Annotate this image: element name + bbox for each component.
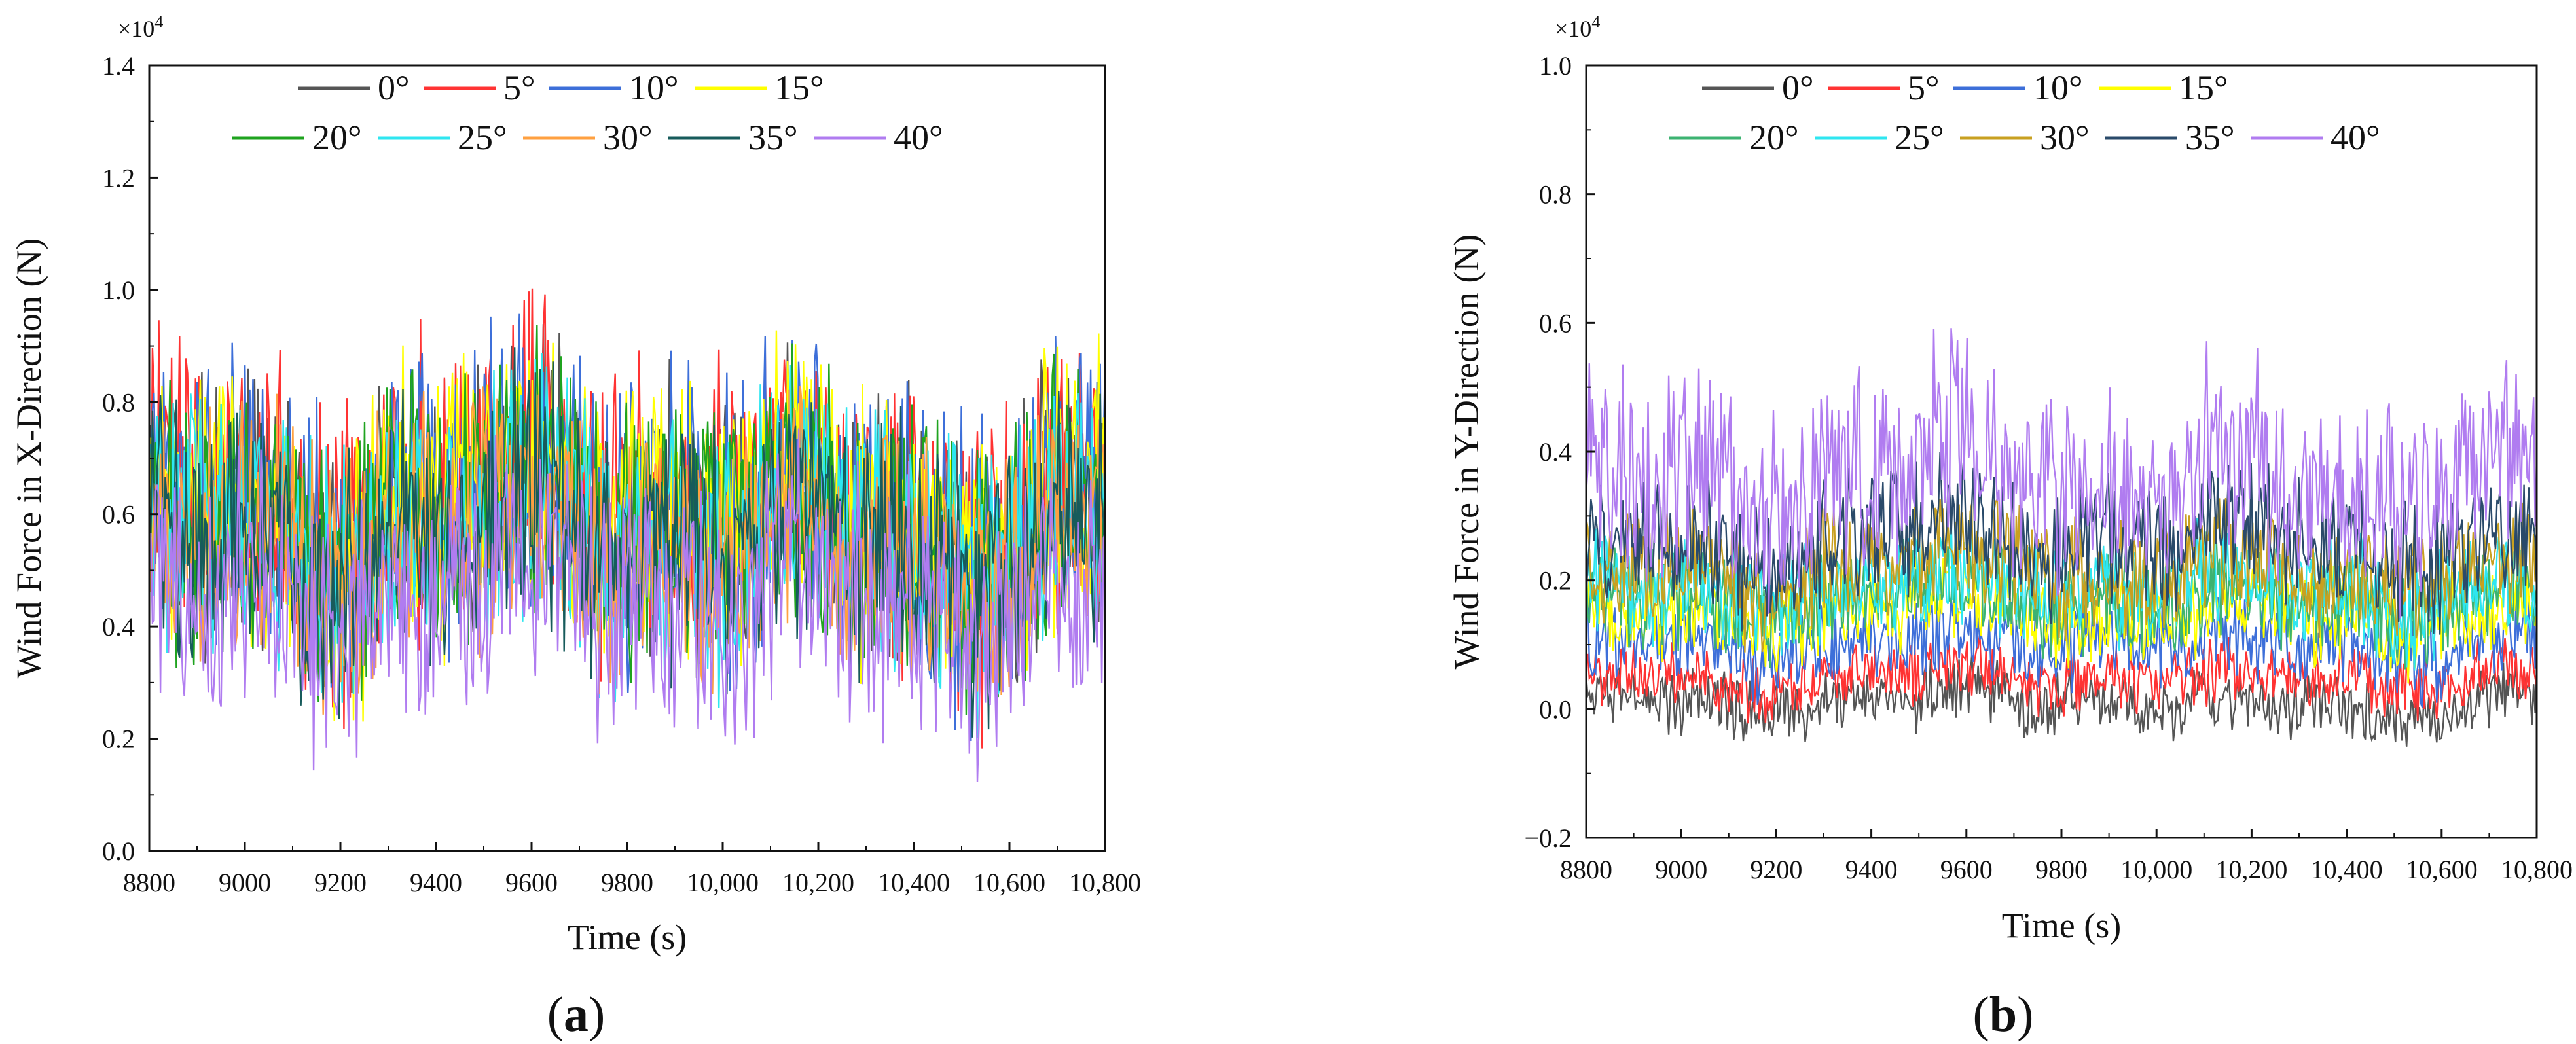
legend-label: 10° bbox=[2033, 68, 2083, 107]
legend-label: 20° bbox=[1749, 118, 1799, 157]
y-tick-label: 0.4 bbox=[1539, 437, 1572, 467]
x-tick-label: 10,000 bbox=[2120, 855, 2192, 884]
x-tick-label: 10,200 bbox=[782, 868, 854, 897]
y-tick-label: 0.6 bbox=[1539, 308, 1572, 338]
legend-label: 15° bbox=[774, 68, 824, 107]
x-tick-label: 10,400 bbox=[2311, 855, 2383, 884]
x-tick-label: 9000 bbox=[1655, 855, 1707, 884]
y-tick-label: 0.8 bbox=[1539, 180, 1572, 209]
panel-a: 8800 9000 9200 9400 9600 9800 10,000 10,200 10,4… bbox=[9, 12, 1141, 1042]
legend-label: 10° bbox=[629, 68, 679, 107]
y-tick-label: 1.0 bbox=[102, 276, 135, 305]
y-tick-label: 0.2 bbox=[102, 725, 135, 754]
x-tick-label: 9200 bbox=[314, 868, 367, 897]
series-group bbox=[1586, 328, 2537, 747]
axis-multiplier: ×104 bbox=[118, 12, 163, 42]
legend-label: 35° bbox=[748, 118, 798, 157]
axis-multiplier: ×104 bbox=[1555, 12, 1600, 42]
y-tick-label: 0.6 bbox=[102, 500, 135, 530]
legend-label: 35° bbox=[2185, 118, 2235, 157]
x-tick-label: 8800 bbox=[123, 868, 175, 897]
legend: 0° 5° 10° 15° 20° 25° 30° 35° 40° bbox=[232, 68, 943, 157]
panel-b: 8800 9000 9200 9400 9600 9800 10,000 10,200 10,4… bbox=[1447, 12, 2573, 1042]
x-tick-label: 8800 bbox=[1560, 855, 1612, 884]
x-axis-label: Time (s) bbox=[2002, 906, 2122, 945]
legend-label: 30° bbox=[603, 118, 653, 157]
y-tick-label: 1.4 bbox=[102, 51, 135, 81]
legend-label: 0° bbox=[378, 68, 410, 107]
x-tick-label: 10,400 bbox=[878, 868, 950, 897]
series-line-35deg bbox=[1586, 452, 2537, 635]
legend-label: 40° bbox=[2331, 118, 2380, 157]
x-tick-label: 9600 bbox=[1940, 855, 1993, 884]
legend-label: 30° bbox=[2040, 118, 2090, 157]
x-tick-label: 9200 bbox=[1750, 855, 1802, 884]
y-tick-label: 0.2 bbox=[1539, 566, 1572, 596]
x-tick-label: 10,000 bbox=[687, 868, 759, 897]
y-tick-label: −0.2 bbox=[1524, 823, 1572, 853]
x-tick-label: 9400 bbox=[1845, 855, 1898, 884]
x-tick-label: 10,200 bbox=[2215, 855, 2287, 884]
legend-label: 0° bbox=[1782, 68, 1814, 107]
legend-label: 15° bbox=[2179, 68, 2228, 107]
legend-label: 5° bbox=[503, 68, 535, 107]
panel-label: (b) bbox=[1973, 987, 2034, 1042]
x-tick-label: 10,800 bbox=[2501, 855, 2573, 884]
x-tick-label: 9400 bbox=[410, 868, 462, 897]
x-tick-label: 10,600 bbox=[2406, 855, 2478, 884]
series-group bbox=[149, 288, 1105, 782]
y-axis-label: Wind Force in Y-Direction (N) bbox=[1447, 234, 1486, 670]
y-tick-label: 1.0 bbox=[1539, 51, 1572, 81]
y-tick-label: 0.8 bbox=[102, 387, 135, 417]
x-tick-label: 9800 bbox=[601, 868, 653, 897]
x-tick-label: 9800 bbox=[2035, 855, 2088, 884]
series-line-35deg bbox=[149, 347, 1105, 738]
legend-label: 25° bbox=[458, 118, 507, 157]
series-line-40deg bbox=[149, 428, 1105, 782]
legend-label: 5° bbox=[1908, 68, 1940, 107]
legend-label: 20° bbox=[312, 118, 362, 157]
x-tick-label: 9000 bbox=[219, 868, 271, 897]
y-axis-label: Wind Force in X-Direction (N) bbox=[9, 238, 48, 679]
series-line-40deg bbox=[1586, 328, 2537, 619]
y-tick-label: 0.0 bbox=[102, 837, 135, 866]
x-axis-label: Time (s) bbox=[568, 918, 687, 957]
legend: 0° 5° 10° 15° 20° 25° 30° 35° 40° bbox=[1669, 68, 2380, 157]
x-tick-label: 9600 bbox=[505, 868, 558, 897]
panel-label: (a) bbox=[547, 987, 606, 1042]
series-line-10deg bbox=[149, 313, 1105, 742]
y-tick-label: 0.0 bbox=[1539, 694, 1572, 724]
legend-label: 40° bbox=[894, 118, 943, 157]
legend-label: 25° bbox=[1895, 118, 1944, 157]
y-tick-label: 1.2 bbox=[102, 163, 135, 192]
series-line-0deg bbox=[1586, 655, 2537, 747]
x-tick-label: 10,600 bbox=[973, 868, 1045, 897]
x-tick-label: 10,800 bbox=[1069, 868, 1141, 897]
y-tick-label: 0.4 bbox=[102, 612, 135, 641]
